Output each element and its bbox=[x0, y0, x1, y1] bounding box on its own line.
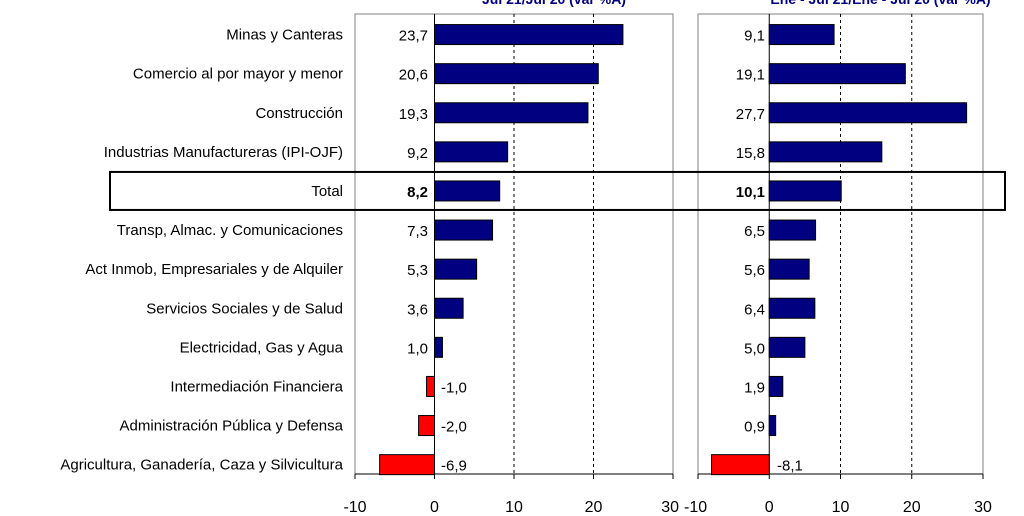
bar bbox=[768, 415, 777, 437]
data-label: 20,6 bbox=[399, 67, 428, 84]
x-tick-label: 0 bbox=[765, 499, 774, 516]
category-label: Total bbox=[311, 183, 343, 200]
data-label: 0,9 bbox=[744, 419, 765, 436]
category-label: Industrias Manufactureras (IPI-OJF) bbox=[104, 144, 343, 161]
x-tick-label: 10 bbox=[832, 499, 850, 516]
bar bbox=[434, 102, 589, 124]
category-label: Electricidad, Gas y Agua bbox=[180, 339, 344, 356]
x-tick-label: 30 bbox=[661, 499, 679, 516]
x-tick-label: 30 bbox=[974, 499, 992, 516]
bar bbox=[418, 415, 436, 437]
data-label: 23,7 bbox=[399, 28, 428, 45]
category-label: Agricultura, Ganadería, Caza y Silvicult… bbox=[60, 457, 343, 474]
data-label: 1,0 bbox=[407, 340, 428, 357]
data-label: 8,2 bbox=[407, 184, 428, 201]
data-label: 15,8 bbox=[736, 145, 765, 162]
bar bbox=[434, 219, 494, 241]
bar bbox=[768, 180, 842, 202]
data-label: 7,3 bbox=[407, 223, 428, 240]
category-label: Transp, Almac. y Comunicaciones bbox=[117, 222, 343, 239]
highlight-box bbox=[109, 170, 1006, 211]
data-label: -1,0 bbox=[441, 379, 467, 396]
data-label: 1,9 bbox=[744, 379, 765, 396]
data-label: 3,6 bbox=[407, 301, 428, 318]
bar bbox=[768, 63, 906, 85]
x-tick-label: 0 bbox=[430, 499, 439, 516]
bar bbox=[768, 336, 806, 358]
bar bbox=[434, 141, 509, 163]
bar bbox=[711, 454, 770, 476]
category-label: Minas y Canteras bbox=[226, 27, 343, 44]
data-label: -8,1 bbox=[777, 458, 803, 475]
bar bbox=[768, 24, 835, 46]
bar bbox=[768, 258, 810, 280]
bar bbox=[768, 141, 883, 163]
bar bbox=[426, 375, 435, 397]
data-label: 27,7 bbox=[736, 106, 765, 123]
data-label: -6,9 bbox=[441, 458, 467, 475]
data-label: -2,0 bbox=[441, 419, 467, 436]
data-label: 5,0 bbox=[744, 340, 765, 357]
x-tick-label: 10 bbox=[505, 499, 523, 516]
data-label: 10,1 bbox=[736, 184, 765, 201]
category-label: Administración Pública y Defensa bbox=[120, 418, 344, 435]
bar bbox=[434, 258, 478, 280]
category-label: Act Inmob, Empresariales y de Alquiler bbox=[85, 261, 343, 278]
data-label: 6,4 bbox=[744, 301, 765, 318]
x-tick-label: 20 bbox=[903, 499, 921, 516]
bar bbox=[434, 180, 501, 202]
panel-title: Ene - Jul 21/Ene - Jul 20 (var %A) bbox=[770, 0, 990, 7]
data-label: 6,5 bbox=[744, 223, 765, 240]
bar bbox=[768, 219, 817, 241]
category-label: Servicios Sociales y de Salud bbox=[146, 300, 343, 317]
panel-title: Jul 21/Jul 20 (var %A) bbox=[482, 0, 626, 7]
data-label: 19,1 bbox=[736, 67, 765, 84]
bar bbox=[768, 375, 784, 397]
bar bbox=[768, 102, 968, 124]
category-label: Intermediación Financiera bbox=[170, 378, 343, 395]
bar bbox=[434, 24, 624, 46]
bar bbox=[434, 63, 599, 85]
category-label: Construcción bbox=[255, 105, 343, 122]
data-label: 5,3 bbox=[407, 262, 428, 279]
bar bbox=[379, 454, 435, 476]
x-tick-label: -10 bbox=[343, 499, 366, 516]
data-label: 9,2 bbox=[407, 145, 428, 162]
data-label: 5,6 bbox=[744, 262, 765, 279]
data-label: 9,1 bbox=[744, 28, 765, 45]
data-label: 19,3 bbox=[399, 106, 428, 123]
bar bbox=[768, 297, 816, 319]
category-label: Comercio al por mayor y menor bbox=[133, 66, 343, 83]
x-tick-label: 20 bbox=[585, 499, 603, 516]
bar bbox=[434, 297, 464, 319]
x-tick-label: -10 bbox=[684, 499, 707, 516]
bar bbox=[434, 336, 443, 358]
